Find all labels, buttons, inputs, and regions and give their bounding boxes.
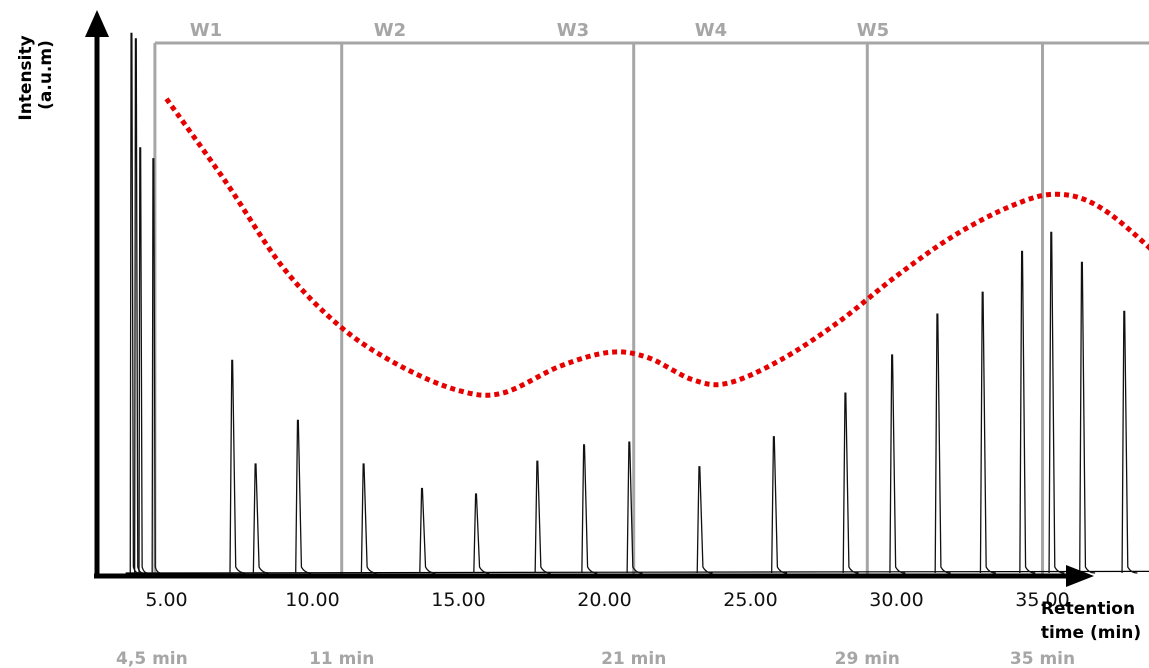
chromatogram-peak-7 bbox=[295, 419, 312, 574]
x-axis-title-line2: time (min) bbox=[1041, 623, 1141, 643]
window-label-w3: W3 bbox=[557, 20, 589, 41]
chromatogram-peak-16 bbox=[842, 392, 859, 574]
y-axis-arrowhead bbox=[85, 10, 109, 37]
chromatogram-peak-3 bbox=[138, 147, 148, 574]
y-axis-title-line1: Intensity bbox=[16, 35, 36, 120]
x-tick-label-15: 15.00 bbox=[431, 589, 485, 611]
x-tick-label-20: 20.00 bbox=[577, 589, 631, 611]
chromatogram-peak-19 bbox=[979, 291, 996, 574]
chromatogram-peak-14 bbox=[696, 466, 713, 574]
window-layer: W1 W2 W3 W4 W5 bbox=[153, 20, 1149, 576]
chromatogram-peak-22 bbox=[1079, 261, 1096, 574]
boundary-label-2: 21 min bbox=[601, 649, 666, 668]
chromatogram-peak-9 bbox=[419, 487, 436, 574]
y-axis-title: Intensity (a.u.m) bbox=[16, 29, 56, 120]
chromatogram-peak-17 bbox=[889, 354, 906, 574]
window-label-w2: W2 bbox=[374, 20, 406, 41]
chromatogram-peak-5 bbox=[229, 359, 246, 574]
boundary-label-4: 35 min bbox=[1010, 649, 1075, 668]
chromatogram-peak-20 bbox=[1019, 250, 1036, 574]
x-axis-title-line1: Retention bbox=[1041, 599, 1135, 619]
x-tick-label-30: 30.00 bbox=[869, 589, 923, 611]
chromatogram-peak-11 bbox=[534, 460, 551, 574]
chromatogram-peak-6 bbox=[252, 463, 269, 574]
y-axis-title-line2: (a.u.m) bbox=[36, 40, 56, 110]
chromatogram-baseline bbox=[125, 570, 1149, 574]
axes bbox=[85, 10, 1094, 587]
chromatogram-peak-23 bbox=[1121, 310, 1138, 574]
chromatogram-peak-21 bbox=[1048, 231, 1065, 574]
chromatogram-peak-8 bbox=[360, 463, 377, 574]
x-axis-arrowhead bbox=[1066, 565, 1094, 587]
x-tick-label-10: 10.00 bbox=[285, 589, 339, 611]
chromatogram-peak-18 bbox=[934, 313, 951, 574]
chromatogram-peak-15 bbox=[771, 436, 788, 574]
boundary-label-0: 4,5 min bbox=[116, 649, 188, 668]
x-axis-title: Retention time (min) bbox=[1041, 599, 1141, 643]
x-tick-label-35: 35.00 bbox=[1015, 589, 1069, 611]
x-tick-layer: 5.0010.0015.0020.0025.0030.0035.0040.004… bbox=[145, 589, 1069, 611]
x-tick-label-25: 25.00 bbox=[723, 589, 777, 611]
chromatogram-layer bbox=[125, 32, 1149, 574]
trend-curve bbox=[164, 97, 1149, 398]
window-label-w1: W1 bbox=[190, 20, 222, 41]
boundary-label-3: 29 min bbox=[835, 649, 900, 668]
chromatogram-peak-12 bbox=[581, 444, 598, 574]
boundary-label-1: 11 min bbox=[309, 649, 374, 668]
window-label-w5: W5 bbox=[857, 20, 889, 41]
x-tick-label-5: 5.00 bbox=[145, 589, 187, 611]
chromatogram-peak-4 bbox=[151, 158, 161, 574]
chromatogram-peak-13 bbox=[626, 441, 643, 574]
chromatogram-peak-10 bbox=[473, 493, 490, 574]
window-label-w4: W4 bbox=[695, 20, 727, 41]
trend-layer bbox=[164, 97, 1149, 398]
